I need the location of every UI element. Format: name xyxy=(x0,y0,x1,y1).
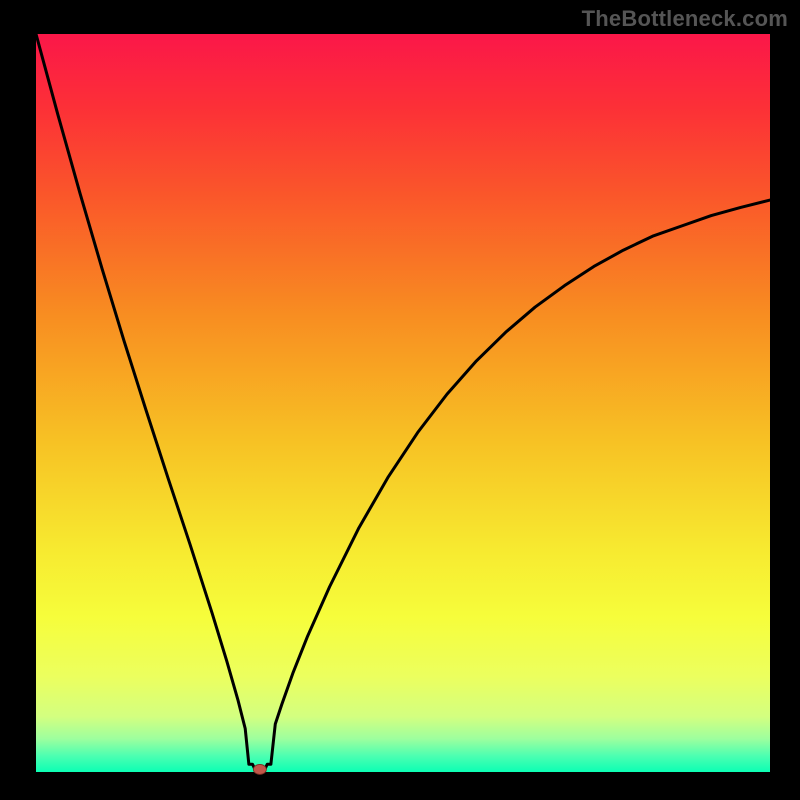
figure-container: TheBottleneck.com xyxy=(0,0,800,800)
minimum-marker xyxy=(253,764,266,774)
plot-area xyxy=(36,34,770,772)
chart-curve-layer xyxy=(36,34,770,772)
bottleneck-curve xyxy=(36,34,770,772)
watermark-text: TheBottleneck.com xyxy=(582,6,788,32)
